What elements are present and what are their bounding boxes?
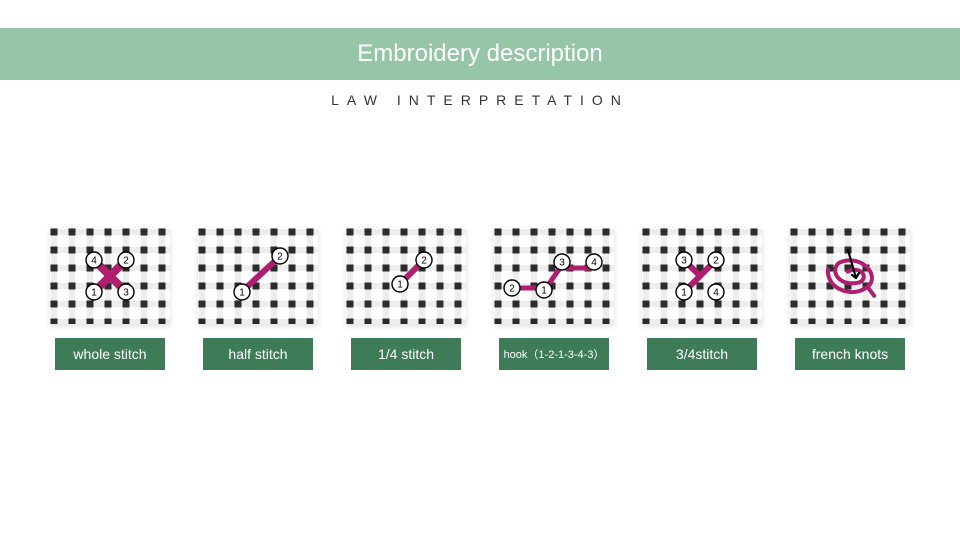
subtitle: LAW INTERPRETATION [0, 92, 960, 108]
half-stitch-label: half stitch [203, 338, 313, 370]
stitch-col-hook-stitch: 2 1 3 4 hook（1-2-1-3-4-3） [492, 228, 616, 370]
svg-text:3: 3 [123, 288, 129, 299]
french-knots-diagram [790, 228, 910, 324]
quarter-stitch-label: 1/4 stitch [351, 338, 461, 370]
svg-text:1: 1 [397, 280, 403, 291]
three-quarter-stitch-diagram: 3 2 1 4 [642, 228, 762, 324]
svg-text:2: 2 [277, 252, 283, 263]
svg-text:4: 4 [713, 288, 719, 299]
header-bar: Embroidery description [0, 28, 960, 80]
stitch-col-three-quarter-stitch: 3 2 1 4 3/4stitch [640, 228, 764, 370]
svg-text:1: 1 [541, 286, 547, 297]
stitch-col-quarter-stitch: 121/4 stitch [344, 228, 468, 370]
french-knots-label: french knots [795, 338, 905, 370]
svg-text:2: 2 [713, 256, 719, 267]
svg-text:1: 1 [91, 288, 97, 299]
stitch-grid-row: 4213whole stitch12half stitch121/4 stitc… [0, 228, 960, 370]
hook-stitch-label: hook（1-2-1-3-4-3） [499, 338, 609, 370]
svg-text:2: 2 [509, 284, 515, 295]
quarter-stitch-diagram: 12 [346, 228, 466, 324]
svg-text:1: 1 [681, 288, 687, 299]
stitch-col-whole-stitch: 4 2 1 3 whole stitch [48, 228, 172, 370]
hook-stitch-diagram: 2 1 3 4 [494, 228, 614, 324]
half-stitch-diagram: 12 [198, 228, 318, 324]
svg-text:4: 4 [591, 258, 597, 269]
stitch-col-half-stitch: 12half stitch [196, 228, 320, 370]
svg-text:2: 2 [123, 256, 129, 267]
svg-text:2: 2 [421, 256, 427, 267]
three-quarter-stitch-label: 3/4stitch [647, 338, 757, 370]
header-title: Embroidery description [357, 40, 602, 67]
stitch-col-french-knots: french knots [788, 228, 912, 370]
whole-stitch-label: whole stitch [55, 338, 165, 370]
svg-text:1: 1 [239, 288, 245, 299]
whole-stitch-diagram: 4 2 1 3 [50, 228, 170, 324]
svg-text:3: 3 [681, 256, 687, 267]
svg-text:3: 3 [559, 258, 565, 269]
svg-text:4: 4 [91, 256, 97, 267]
